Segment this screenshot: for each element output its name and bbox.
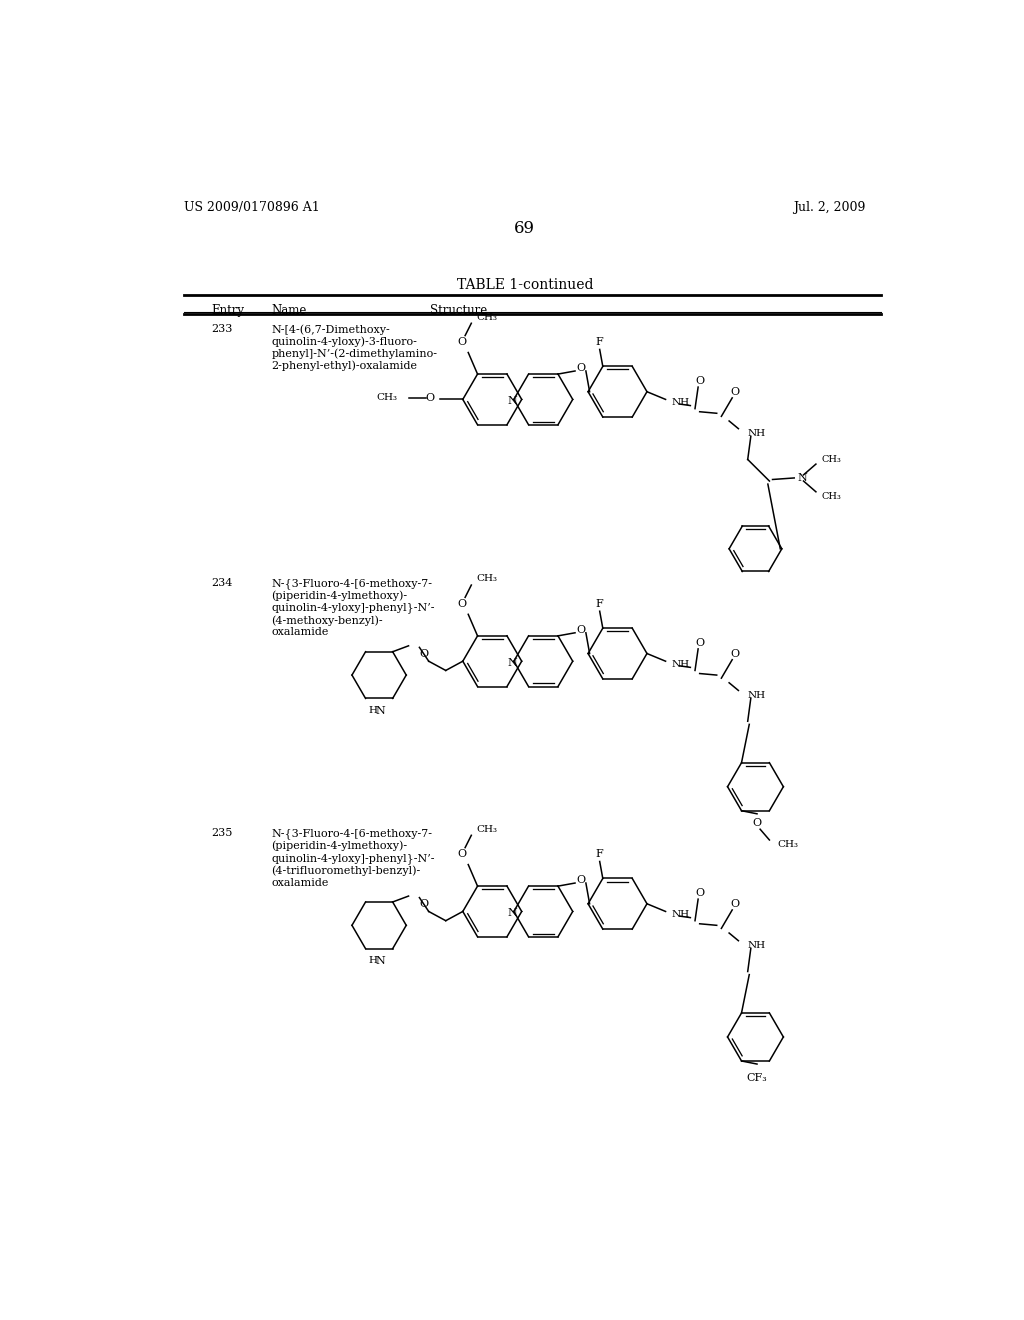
Text: CH₃: CH₃ xyxy=(476,313,497,322)
Text: Structure: Structure xyxy=(430,304,487,317)
Text: 69: 69 xyxy=(514,220,536,238)
Text: Jul. 2, 2009: Jul. 2, 2009 xyxy=(794,201,866,214)
Text: CH₃: CH₃ xyxy=(777,840,798,849)
Text: 235: 235 xyxy=(212,829,233,838)
Text: NH: NH xyxy=(672,909,690,919)
Text: O: O xyxy=(458,337,467,347)
Text: O: O xyxy=(458,849,467,859)
Text: Name: Name xyxy=(271,304,307,317)
Text: O: O xyxy=(695,638,705,648)
Text: N: N xyxy=(376,956,385,966)
Text: CH₃: CH₃ xyxy=(476,574,497,583)
Text: O: O xyxy=(731,648,740,659)
Text: US 2009/0170896 A1: US 2009/0170896 A1 xyxy=(183,201,319,214)
Text: O: O xyxy=(420,899,429,908)
Text: F: F xyxy=(596,337,603,347)
Text: N: N xyxy=(508,908,517,917)
Text: O: O xyxy=(420,648,429,659)
Text: N-{3-Fluoro-4-[6-methoxy-7-
(piperidin-4-ylmethoxy)-
quinolin-4-yloxy]-phenyl}-N: N-{3-Fluoro-4-[6-methoxy-7- (piperidin-4… xyxy=(271,578,435,638)
Text: O: O xyxy=(695,376,705,385)
Text: NH: NH xyxy=(748,429,766,438)
Text: 234: 234 xyxy=(212,578,233,587)
Text: F: F xyxy=(596,598,603,609)
Text: O: O xyxy=(426,393,435,403)
Text: 233: 233 xyxy=(212,323,233,334)
Text: CH₃: CH₃ xyxy=(821,455,842,463)
Text: CH₃: CH₃ xyxy=(476,825,497,834)
Text: CF₃: CF₃ xyxy=(746,1073,767,1082)
Text: O: O xyxy=(577,624,586,635)
Text: NH: NH xyxy=(672,660,690,669)
Text: O: O xyxy=(458,598,467,609)
Text: NH: NH xyxy=(748,941,766,950)
Text: N: N xyxy=(508,396,517,407)
Text: H: H xyxy=(369,706,378,715)
Text: TABLE 1-continued: TABLE 1-continued xyxy=(457,277,593,292)
Text: NH: NH xyxy=(672,399,690,407)
Text: N: N xyxy=(376,706,385,715)
Text: N-{3-Fluoro-4-[6-methoxy-7-
(piperidin-4-ylmethoxy)-
quinolin-4-yloxy]-phenyl}-N: N-{3-Fluoro-4-[6-methoxy-7- (piperidin-4… xyxy=(271,829,435,887)
Text: O: O xyxy=(695,888,705,898)
Text: H: H xyxy=(369,957,378,965)
Text: CH₃: CH₃ xyxy=(821,492,842,500)
Text: NH: NH xyxy=(748,690,766,700)
Text: CH₃: CH₃ xyxy=(377,393,397,403)
Text: N: N xyxy=(508,657,517,668)
Text: O: O xyxy=(731,387,740,397)
Text: Entry: Entry xyxy=(212,304,245,317)
Text: O: O xyxy=(577,363,586,374)
Text: N: N xyxy=(798,473,807,483)
Text: F: F xyxy=(596,849,603,859)
Text: O: O xyxy=(577,875,586,884)
Text: N-[4-(6,7-Dimethoxy-
quinolin-4-yloxy)-3-fluoro-
phenyl]-N’-(2-dimethylamino-
2-: N-[4-(6,7-Dimethoxy- quinolin-4-yloxy)-3… xyxy=(271,323,437,371)
Text: O: O xyxy=(753,818,762,828)
Text: O: O xyxy=(731,899,740,908)
